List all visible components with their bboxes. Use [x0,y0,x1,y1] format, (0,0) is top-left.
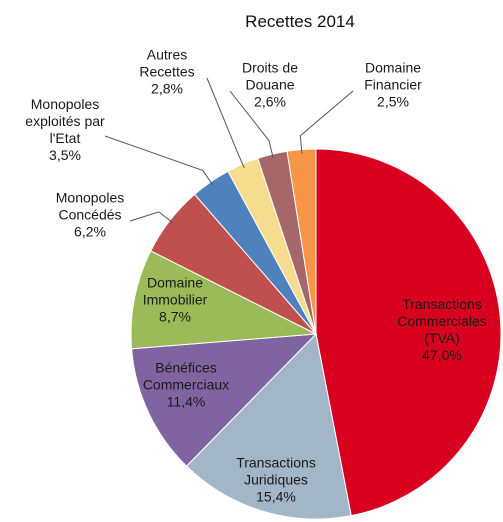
category-label: Droits de Douane [241,59,299,93]
value-label: 2,5% [377,93,409,110]
slice-label: Autres Recettes 2,8% [139,47,194,98]
category-label: Transactions Juridiques [236,454,316,488]
slice-label: Monopoles exploités par l'Etat 3,5% [25,96,104,164]
category-label: Transactions Commerciales (TVA) [397,296,487,346]
slice-label: Droits de Douane 2,6% [242,60,298,111]
value-label: 2,6% [254,93,286,110]
category-label: Bénéfices Commerciaux [142,359,230,393]
pie-slice [131,333,318,467]
value-label: 15,4% [256,488,296,505]
value-label: 47,0% [422,347,462,363]
slice-label: Transactions Juridiques 15,4% [236,455,316,506]
slice-label: Bénéfices Commerciaux 11,4% [143,360,229,411]
leader-line [129,211,174,224]
pie-slice [185,332,352,520]
leader-line [104,135,214,186]
category-label: Monopoles exploités par l'Etat [25,96,105,146]
value-label: 8,7% [159,308,191,325]
slice-label: Monopoles Concédés 6,2% [56,190,125,241]
value-label: 3,5% [49,147,81,163]
category-label: Domaine Financier [364,59,422,93]
leader-line [299,90,354,154]
pie-slice [315,148,502,517]
pie-slice [130,250,318,350]
chart-title: Recettes 2014 [245,12,355,31]
value-label: 6,2% [74,223,106,240]
slice-label: Domaine Immobilier 8,7% [143,275,208,326]
leader-line [206,77,245,169]
slice-label: Transactions Commerciales (TVA) 47,0% [397,296,486,364]
leader-line [229,90,274,159]
category-label: Monopoles Concédés [55,189,125,223]
slice-label: Domaine Financier 2,5% [364,60,422,111]
category-label: Autres Recettes [139,46,195,80]
category-label: Domaine Immobilier [142,274,208,308]
value-label: 2,8% [151,80,183,97]
value-label: 11,4% [166,393,206,410]
